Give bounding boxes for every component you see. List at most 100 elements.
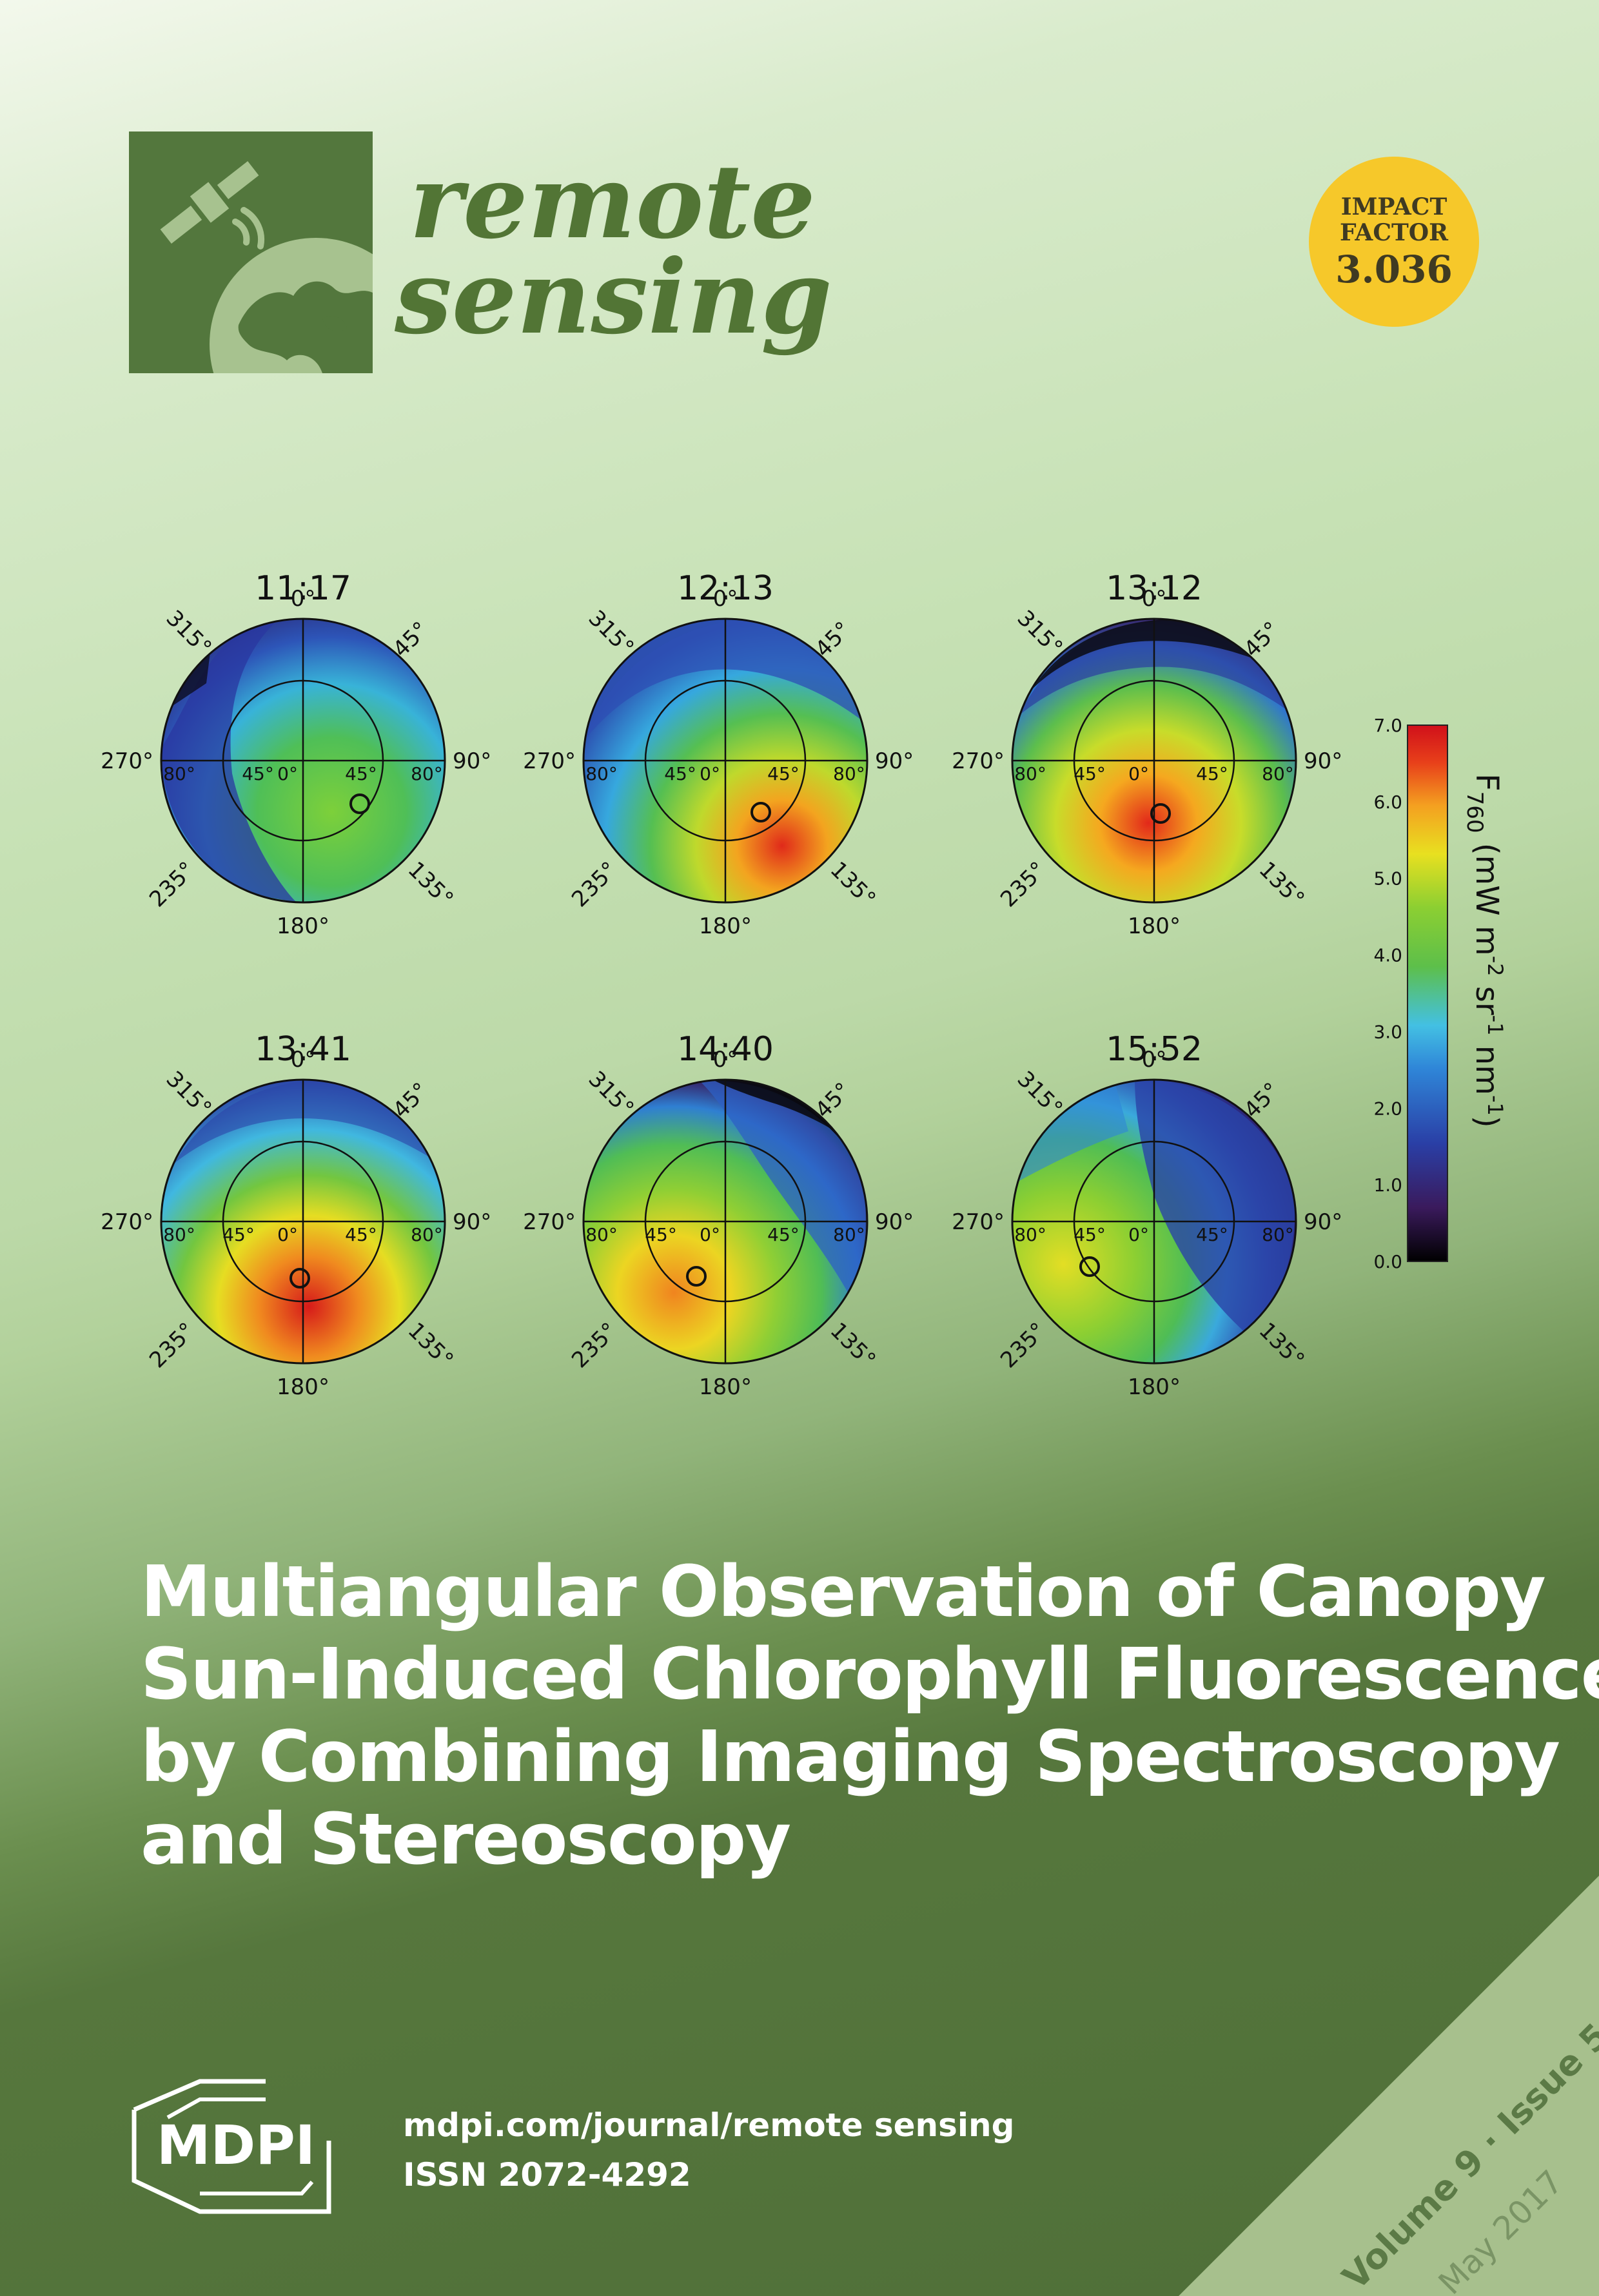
polar-plots-figure: 11:17 0° 180° 90° 270° 45° 135° 235° 315… <box>101 569 1507 1400</box>
svg-text:0°: 0° <box>1142 586 1167 612</box>
issn: ISSN 2072-4292 <box>403 2156 691 2194</box>
svg-text:90°: 90° <box>453 1209 491 1235</box>
colorbar-label: F760 (mW m-2 sr-1 nm-1) <box>1462 773 1507 1128</box>
svg-text:80°: 80° <box>585 763 618 784</box>
svg-text:235°: 235° <box>144 1318 200 1373</box>
svg-text:0°: 0° <box>700 1224 720 1245</box>
svg-text:90°: 90° <box>875 748 914 774</box>
panel-time-label: 14:40 <box>677 1030 774 1069</box>
svg-text:45°: 45° <box>345 1224 377 1245</box>
svg-text:180°: 180° <box>277 1374 329 1400</box>
svg-text:315°: 315° <box>161 1066 217 1122</box>
svg-text:235°: 235° <box>996 857 1051 912</box>
polar-panel-4: 13:41 0° 180° 90° 270° 45° 135° 235° 315… <box>101 1030 491 1400</box>
svg-text:0°: 0° <box>1128 1224 1149 1245</box>
colorbar-label-subscript: 760 <box>1462 792 1487 833</box>
article-title-line: Multiangular Observation of Canopy <box>141 1550 1546 1633</box>
svg-text:135°: 135° <box>403 1318 458 1373</box>
svg-text:0°: 0° <box>713 1047 738 1073</box>
svg-text:45°: 45° <box>1196 763 1228 784</box>
svg-text:80°: 80° <box>411 763 443 784</box>
svg-text:45°: 45° <box>664 763 696 784</box>
svg-text:180°: 180° <box>277 913 329 939</box>
svg-text:270°: 270° <box>523 748 576 774</box>
panel-time-label: 11:17 <box>255 569 351 608</box>
svg-text:235°: 235° <box>144 857 200 912</box>
mdpi-logo: MDPI <box>132 2079 331 2214</box>
svg-text:270°: 270° <box>523 1209 576 1235</box>
article-title-line: Sun-Induced Chlorophyll Fluorescence <box>141 1633 1599 1715</box>
svg-text:315°: 315° <box>1012 605 1068 661</box>
svg-text:270°: 270° <box>952 1209 1005 1235</box>
panel-time-label: 12:13 <box>677 569 774 608</box>
svg-text:0°: 0° <box>1142 1047 1167 1073</box>
colorbar-tick-label: 0.0 <box>1373 1251 1402 1272</box>
sun-position-marker <box>686 1266 707 1287</box>
svg-text:0°: 0° <box>1128 763 1149 784</box>
svg-text:0°: 0° <box>291 1047 316 1073</box>
svg-text:90°: 90° <box>1304 1209 1342 1235</box>
svg-text:315°: 315° <box>584 1066 639 1122</box>
svg-text:0°: 0° <box>713 586 738 612</box>
impact-factor-badge: IMPACT FACTOR 3.036 <box>1309 157 1479 327</box>
zenith-labels: 0° 45° 45° 80° 80° <box>163 1224 443 1245</box>
svg-text:180°: 180° <box>699 1374 752 1400</box>
colorbar-tick-label: 3.0 <box>1373 1021 1402 1042</box>
colorbar-tick-label: 5.0 <box>1373 868 1402 890</box>
journal-url[interactable]: mdpi.com/journal/remote sensing <box>403 2106 1015 2144</box>
article-title: Multiangular Observation of Canopy Sun-I… <box>141 1550 1599 1880</box>
impact-factor-value: 3.036 <box>1335 248 1453 291</box>
svg-text:80°: 80° <box>163 763 195 784</box>
impact-factor-label-line1: IMPACT <box>1340 193 1447 220</box>
svg-text:180°: 180° <box>1128 1374 1181 1400</box>
svg-text:270°: 270° <box>101 1209 153 1235</box>
svg-text:235°: 235° <box>567 1318 622 1373</box>
svg-text:45°: 45° <box>767 763 800 784</box>
svg-text:80°: 80° <box>1262 1224 1294 1245</box>
svg-text:315°: 315° <box>584 605 639 661</box>
zenith-labels: 0° 45° 45° 80° 80° <box>1014 763 1294 784</box>
svg-text:45°: 45° <box>645 1224 677 1245</box>
journal-name-line2: sensing <box>395 238 832 357</box>
zenith-labels: 0° 45° 45° 80° 80° <box>585 763 865 784</box>
colorbar-tick-label: 2.0 <box>1373 1098 1402 1119</box>
colorbar-tick-label: 4.0 <box>1373 945 1402 966</box>
svg-text:80°: 80° <box>411 1224 443 1245</box>
colorbar-tick-label: 1.0 <box>1373 1174 1402 1196</box>
zenith-labels: 0° 45° 45° 80° 80° <box>585 1224 865 1245</box>
svg-text:135°: 135° <box>825 1318 881 1373</box>
svg-text:45°: 45° <box>1074 1224 1106 1245</box>
svg-text:0°: 0° <box>291 586 316 612</box>
svg-text:180°: 180° <box>1128 913 1181 939</box>
article-title-line: by Combining Imaging Spectroscopy <box>141 1715 1560 1798</box>
impact-factor-label-line2: FACTOR <box>1339 219 1449 246</box>
svg-text:315°: 315° <box>161 605 217 661</box>
zenith-labels: 0° 45° 45° 80° 80° <box>163 763 443 784</box>
journal-name-line1: remote <box>409 142 816 262</box>
svg-text:90°: 90° <box>875 1209 914 1235</box>
svg-text:80°: 80° <box>1014 763 1046 784</box>
svg-text:0°: 0° <box>277 763 298 784</box>
svg-text:45°: 45° <box>767 1224 800 1245</box>
svg-text:80°: 80° <box>1014 1224 1046 1245</box>
colorbar-tick-label: 7.0 <box>1373 715 1402 736</box>
sun-position-marker <box>1150 803 1171 824</box>
svg-text:45°: 45° <box>345 763 377 784</box>
sun-position-marker <box>750 802 771 822</box>
svg-text:135°: 135° <box>1254 1318 1310 1373</box>
panel-time-label: 13:12 <box>1106 569 1202 608</box>
svg-text:45°: 45° <box>222 1224 255 1245</box>
svg-text:135°: 135° <box>403 857 458 912</box>
svg-text:80°: 80° <box>163 1224 195 1245</box>
polar-panel-5: 14:40 0° 180° 90° 270° 45° 135° 235° 315… <box>523 1030 914 1400</box>
colorbar-ticks: 0.0 1.0 2.0 3.0 4.0 5.0 6.0 7.0 <box>1373 715 1402 1272</box>
svg-text:45°: 45° <box>242 763 274 784</box>
svg-text:0°: 0° <box>700 763 720 784</box>
svg-text:135°: 135° <box>825 857 881 912</box>
satellite-globe-icon <box>129 131 373 373</box>
polar-panel-1: 11:17 0° 180° 90° 270° 45° 135° 235° 315… <box>101 569 491 939</box>
svg-text:80°: 80° <box>585 1224 618 1245</box>
svg-text:45°: 45° <box>1074 763 1106 784</box>
sun-position-marker <box>289 1268 310 1289</box>
